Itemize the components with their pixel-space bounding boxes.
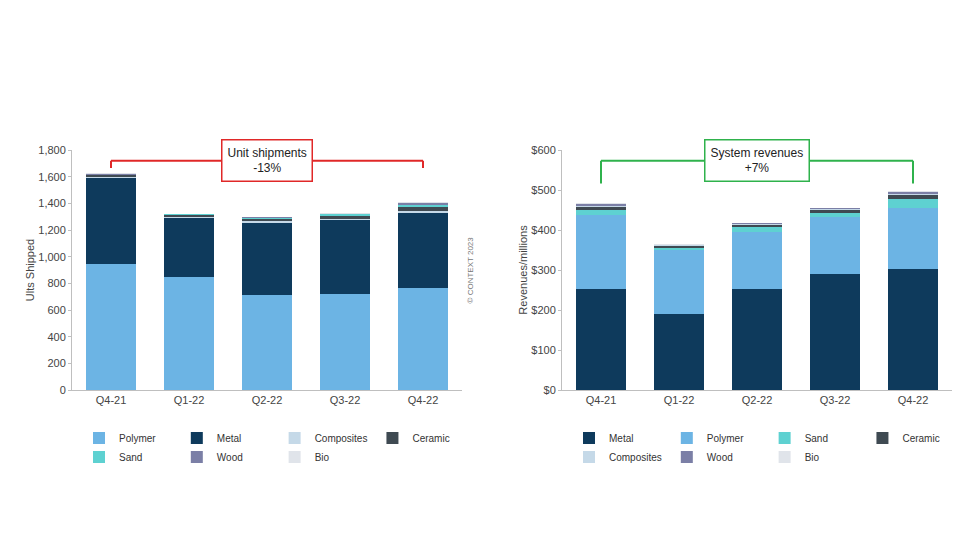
svg-text:Wood: Wood bbox=[707, 452, 733, 463]
svg-text:Metal: Metal bbox=[609, 433, 633, 444]
svg-text:Composites: Composites bbox=[609, 452, 662, 463]
svg-text:0: 0 bbox=[60, 384, 66, 396]
svg-text:200: 200 bbox=[47, 357, 65, 369]
svg-text:Ults Shipped: Ults Shipped bbox=[24, 239, 36, 301]
svg-text:Q2-22: Q2-22 bbox=[252, 394, 283, 406]
svg-text:$200: $200 bbox=[531, 304, 555, 316]
svg-text:Ceramic: Ceramic bbox=[412, 433, 449, 444]
svg-text:Q3-22: Q3-22 bbox=[820, 394, 851, 406]
svg-text:Ceramic: Ceramic bbox=[902, 433, 939, 444]
svg-text:Bio: Bio bbox=[315, 452, 330, 463]
svg-text:© CONTEXT 2023: © CONTEXT 2023 bbox=[466, 237, 475, 304]
svg-text:Unit shipments-13%: Unit shipments-13% bbox=[228, 146, 307, 176]
svg-text:1,200: 1,200 bbox=[38, 224, 66, 236]
svg-text:$100: $100 bbox=[531, 344, 555, 356]
svg-text:$400: $400 bbox=[531, 224, 555, 236]
svg-text:Bio: Bio bbox=[805, 452, 820, 463]
svg-text:Wood: Wood bbox=[217, 452, 243, 463]
svg-text:Polymer: Polymer bbox=[119, 433, 156, 444]
svg-text:1,800: 1,800 bbox=[38, 144, 66, 156]
svg-text:System revenues+7%: System revenues+7% bbox=[711, 146, 804, 176]
svg-text:Sand: Sand bbox=[119, 452, 142, 463]
svg-text:$0: $0 bbox=[544, 384, 556, 396]
svg-text:1,400: 1,400 bbox=[38, 197, 66, 209]
svg-text:Q1-22: Q1-22 bbox=[174, 394, 205, 406]
svg-text:Q2-22: Q2-22 bbox=[742, 394, 773, 406]
svg-text:1,600: 1,600 bbox=[38, 171, 66, 183]
svg-text:$300: $300 bbox=[531, 264, 555, 276]
svg-text:Q3-22: Q3-22 bbox=[330, 394, 361, 406]
svg-text:Revenues/millions: Revenues/millions bbox=[517, 225, 529, 315]
svg-text:Q4-22: Q4-22 bbox=[898, 394, 929, 406]
svg-text:Composites: Composites bbox=[315, 433, 368, 444]
svg-text:Q4-21: Q4-21 bbox=[586, 394, 617, 406]
svg-text:Q1-22: Q1-22 bbox=[664, 394, 695, 406]
svg-text:$500: $500 bbox=[531, 184, 555, 196]
svg-text:600: 600 bbox=[47, 304, 65, 316]
svg-text:Metal: Metal bbox=[217, 433, 241, 444]
svg-text:400: 400 bbox=[47, 331, 65, 343]
svg-text:Q4-21: Q4-21 bbox=[96, 394, 127, 406]
svg-text:Q4-22: Q4-22 bbox=[408, 394, 439, 406]
svg-text:$600: $600 bbox=[531, 144, 555, 156]
svg-text:1,000: 1,000 bbox=[38, 251, 66, 263]
svg-text:Polymer: Polymer bbox=[707, 433, 744, 444]
svg-text:800: 800 bbox=[47, 277, 65, 289]
svg-text:Sand: Sand bbox=[805, 433, 828, 444]
